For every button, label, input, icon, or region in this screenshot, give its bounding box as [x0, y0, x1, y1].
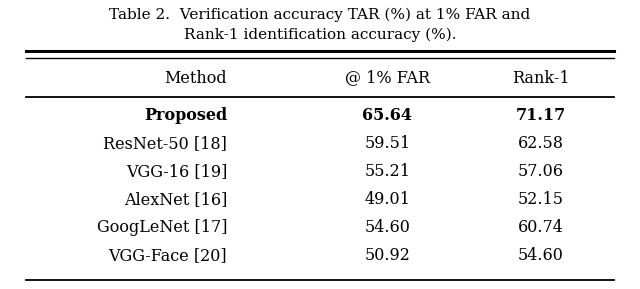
- Text: Proposed: Proposed: [144, 107, 227, 124]
- Text: 65.64: 65.64: [362, 107, 412, 124]
- Text: 62.58: 62.58: [518, 135, 564, 152]
- Text: Table 2.  Verification accuracy TAR (%) at 1% FAR and: Table 2. Verification accuracy TAR (%) a…: [109, 7, 531, 22]
- Text: 55.21: 55.21: [364, 163, 410, 180]
- Text: GoogLeNet [17]: GoogLeNet [17]: [97, 219, 227, 236]
- Text: 50.92: 50.92: [364, 247, 410, 264]
- Text: 60.74: 60.74: [518, 219, 564, 236]
- Text: ResNet-50 [18]: ResNet-50 [18]: [103, 135, 227, 152]
- Text: 52.15: 52.15: [518, 191, 564, 208]
- Text: @ 1% FAR: @ 1% FAR: [344, 70, 430, 86]
- Text: Method: Method: [164, 70, 227, 86]
- Text: 54.60: 54.60: [364, 219, 410, 236]
- Text: VGG-Face [20]: VGG-Face [20]: [109, 247, 227, 264]
- Text: 59.51: 59.51: [364, 135, 410, 152]
- Text: 57.06: 57.06: [518, 163, 564, 180]
- Text: Rank-1: Rank-1: [512, 70, 570, 86]
- Text: 54.60: 54.60: [518, 247, 564, 264]
- Text: AlexNet [16]: AlexNet [16]: [124, 191, 227, 208]
- Text: 49.01: 49.01: [364, 191, 410, 208]
- Text: 71.17: 71.17: [516, 107, 566, 124]
- Text: VGG-16 [19]: VGG-16 [19]: [126, 163, 227, 180]
- Text: Rank-1 identification accuracy (%).: Rank-1 identification accuracy (%).: [184, 27, 456, 42]
